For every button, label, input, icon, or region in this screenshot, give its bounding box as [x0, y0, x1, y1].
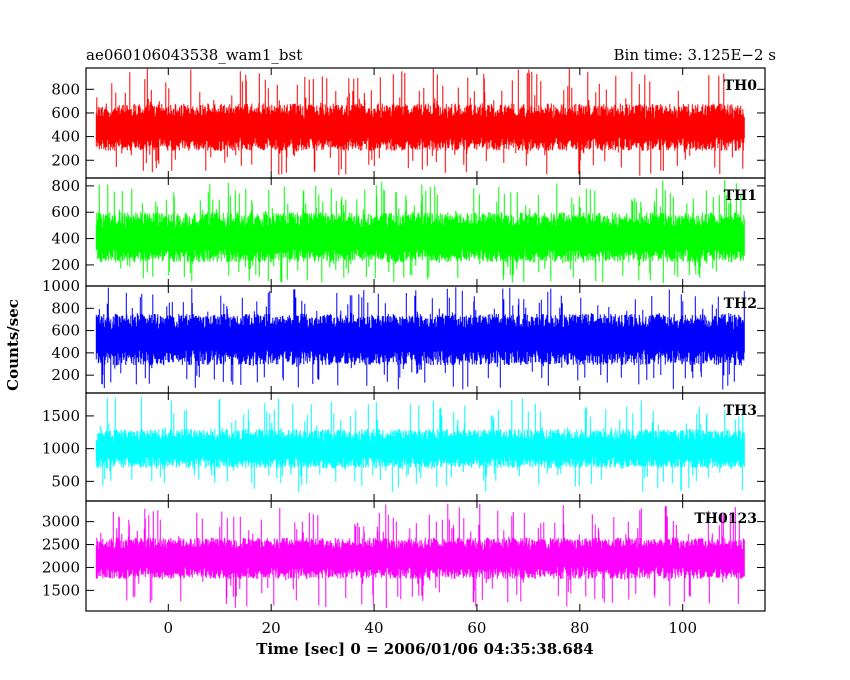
y-tick-label: 600 — [51, 322, 80, 340]
y-tick-label: 600 — [51, 104, 80, 122]
y-tick-label: 200 — [51, 256, 80, 274]
header-right-bintime: Bin time: 3.125E−2 s — [614, 46, 776, 64]
panel-frame — [85, 500, 766, 612]
y-tick-label: 600 — [51, 203, 80, 221]
x-tick-label: 60 — [467, 619, 486, 637]
panel-label: TH0 — [724, 78, 758, 94]
y-tick-label: 800 — [51, 299, 80, 317]
header-left-title: ae060106043538_wam1_bst — [86, 46, 302, 64]
panels-group: 200 400 600 800 TH0 200 400 600 800 TH1 200 400 600 8… — [42, 67, 766, 612]
y-tick-label: 1500 — [42, 407, 80, 425]
panel-label: TH0123 — [694, 511, 757, 527]
y-tick-label: 2500 — [42, 536, 80, 554]
series-th0 — [95, 68, 745, 176]
x-tick-label: 40 — [365, 619, 384, 637]
panel-label: TH1 — [724, 188, 757, 204]
y-tick-label: 1500 — [42, 581, 80, 599]
x-axis-title: Time [sec] 0 = 2006/01/06 04:35:38.684 — [256, 640, 593, 658]
series-th1 — [95, 179, 745, 284]
panel-label: TH2 — [724, 296, 757, 312]
x-tick-label: 0 — [164, 619, 174, 637]
y-tick-label: 200 — [51, 366, 80, 384]
y-tick-label: 1000 — [42, 440, 80, 458]
panel-th0123: 1500 2000 2500 3000 TH0123 — [42, 500, 766, 612]
panel-th3: 500 1000 1500 TH3 — [42, 392, 766, 502]
x-axis: 0 20 40 60 80 100 — [164, 619, 697, 637]
series-th2 — [95, 287, 745, 390]
y-tick-label: 2000 — [42, 558, 80, 576]
y-tick-label: 200 — [51, 151, 80, 169]
panel-label: TH3 — [724, 403, 757, 419]
y-tick-label: 500 — [51, 472, 80, 490]
y-tick-label: 800 — [51, 80, 80, 98]
series-th3 — [95, 396, 745, 493]
y-tick-label: 400 — [51, 128, 80, 146]
x-tick-label: 80 — [570, 619, 589, 637]
y-tick-label: 800 — [51, 177, 80, 195]
y-axis-title: Counts/sec — [4, 299, 22, 391]
y-tick-label: 1000 — [42, 277, 80, 295]
y-tick-label: 3000 — [42, 513, 80, 531]
panel-th0: 200 400 600 800 TH0 — [51, 67, 766, 179]
x-tick-label: 100 — [668, 619, 697, 637]
panel-th2: 200 400 600 800 1000 TH2 — [42, 277, 766, 394]
y-tick-label: 400 — [51, 230, 80, 248]
y-tick-label: 400 — [51, 344, 80, 362]
series-th0123 — [95, 503, 745, 609]
x-tick-label: 20 — [262, 619, 281, 637]
panel-th1: 200 400 600 800 TH1 — [51, 177, 766, 287]
